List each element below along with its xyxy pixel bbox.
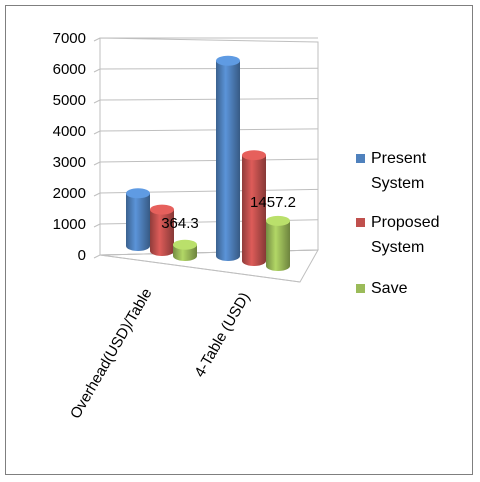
bar-top <box>242 150 266 161</box>
tick-mark <box>93 99 101 104</box>
bar-top <box>216 55 240 66</box>
tick-mark <box>93 37 101 42</box>
bar-top <box>150 204 174 215</box>
y-tick-label: 4000 <box>53 123 86 140</box>
bar-body <box>266 220 290 271</box>
legend-label: Save <box>371 280 408 297</box>
legend-swatch <box>356 284 365 293</box>
y-tick-label: 3000 <box>53 154 86 171</box>
bar <box>150 204 174 256</box>
bar-top <box>173 239 197 250</box>
legend-label: Proposed System <box>371 214 440 256</box>
y-tick-label: 1000 <box>53 216 86 233</box>
category-labels: Overhead(USD)/Table 4-Table (USD) <box>67 286 254 422</box>
bar <box>126 188 150 251</box>
data-label: 1457.2 <box>250 194 296 211</box>
y-tick-label: 6000 <box>53 61 86 78</box>
legend-swatch <box>356 218 365 227</box>
bar <box>173 239 197 261</box>
tick-mark <box>93 192 101 197</box>
legend-label: Present System <box>371 150 427 192</box>
tick-mark <box>93 68 101 73</box>
bar-body <box>242 155 266 266</box>
bar <box>266 215 290 271</box>
legend-swatch <box>356 154 365 163</box>
bar <box>216 55 240 262</box>
tick-mark <box>93 254 101 259</box>
gridline <box>99 98 319 101</box>
y-axis-ticks: 0 1000 2000 3000 4000 5000 6000 7000 <box>53 30 86 264</box>
category-label: 4-Table (USD) <box>191 290 253 381</box>
bar-body <box>126 193 150 251</box>
bar-body <box>150 209 174 256</box>
y-tick-label: 2000 <box>53 185 86 202</box>
tick-mark <box>93 161 101 166</box>
gridline <box>99 128 319 132</box>
tick-mark <box>93 223 101 228</box>
gridline <box>99 158 319 163</box>
tick-mark <box>93 130 101 135</box>
gridline <box>99 67 319 70</box>
legend: Present System Proposed System Save <box>356 150 440 297</box>
data-labels: 364.3 1457.2 <box>161 194 296 232</box>
y-tick-label: 0 <box>78 247 86 264</box>
bar-top <box>266 215 290 226</box>
data-label: 364.3 <box>161 215 199 232</box>
category-label: Overhead(USD)/Table <box>67 286 156 422</box>
y-tick-label: 5000 <box>53 92 86 109</box>
bar-top <box>126 188 150 199</box>
floor-front-edge <box>99 254 301 283</box>
bar <box>242 150 266 266</box>
bar-body <box>216 60 240 262</box>
bars <box>126 55 290 271</box>
y-tick-label: 7000 <box>53 30 86 47</box>
